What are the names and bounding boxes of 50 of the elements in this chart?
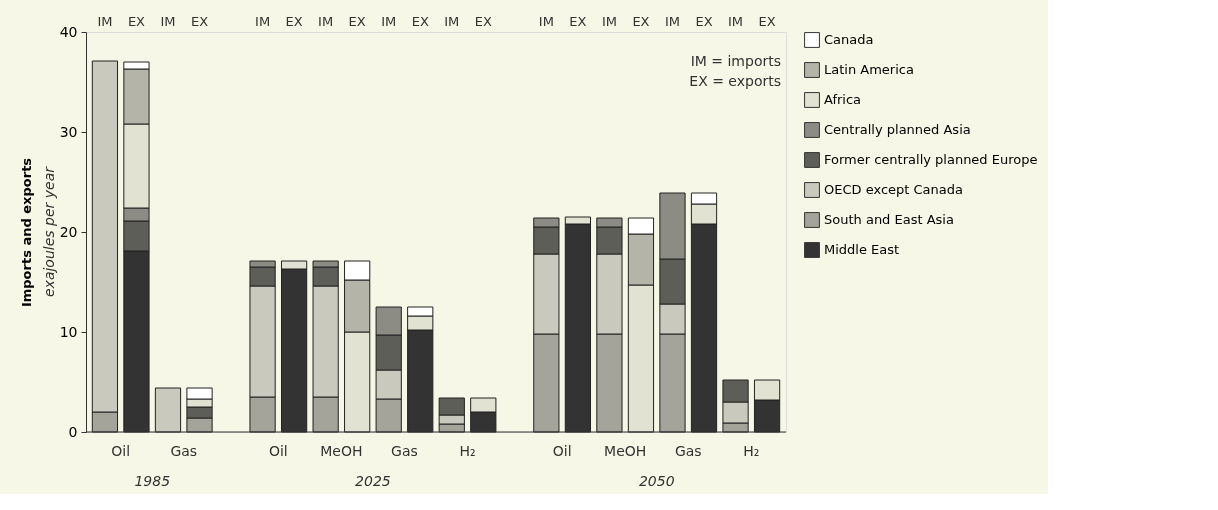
x-tick-label: EX: [632, 13, 650, 29]
legend-label: Latin America: [824, 62, 914, 77]
legend-label: OECD except Canada: [824, 182, 963, 197]
y-tick-label: 20: [59, 223, 78, 240]
legend-label: Canada: [824, 32, 874, 47]
text: Gas: [170, 443, 198, 459]
x-tick-label: IM: [538, 13, 554, 29]
y-tick-label: 0: [68, 423, 78, 440]
x-tick-label: EX: [348, 13, 366, 29]
x-tick-label: IM: [381, 13, 397, 29]
legend-label: Middle East: [824, 242, 900, 257]
text: Gas: [674, 443, 702, 459]
y-tick-label: 30: [59, 123, 78, 140]
text: Oil: [268, 443, 288, 459]
x-tick-label: IM: [728, 13, 744, 29]
text: exajoules per year: [41, 165, 57, 297]
x-tick-label: IM: [255, 13, 271, 29]
x-tick-label: EX: [695, 13, 713, 29]
x-tick-label: EX: [127, 13, 146, 29]
text: Oil: [111, 443, 131, 459]
x-tick-label: IM: [160, 13, 176, 29]
text: Oil: [552, 443, 572, 459]
legend-label: Africa: [824, 92, 862, 107]
text: 1985: [134, 473, 171, 489]
text: MeOH: [604, 443, 647, 459]
x-tick-label: EX: [285, 13, 303, 29]
x-tick-label: EX: [569, 13, 587, 29]
x-tick-label: EX: [474, 13, 492, 29]
x-tick-label: EX: [411, 13, 429, 29]
text: 2050: [638, 473, 675, 489]
x-tick-label: EX: [758, 13, 776, 29]
x-tick-label: IM: [97, 13, 113, 29]
text: H₂: [459, 443, 476, 459]
x-tick-label: IM: [318, 13, 334, 29]
y-tick-label: 10: [59, 323, 78, 340]
annotation: EX = exports: [689, 73, 781, 89]
y-tick-label: 40: [59, 23, 78, 40]
x-tick-label: IM: [601, 13, 617, 29]
legend-label: Former centrally planned Europe: [824, 152, 1038, 167]
legend-label: Centrally planned Asia: [824, 122, 971, 137]
annotation: IM = imports: [690, 53, 781, 69]
text: 2025: [355, 473, 391, 489]
y-axis-title: Imports and exports: [18, 157, 34, 308]
text: H₂: [743, 443, 760, 459]
x-tick-label: EX: [190, 13, 209, 29]
x-tick-label: IM: [664, 13, 681, 29]
x-tick-label: IM: [444, 13, 460, 29]
legend-label: South and East Asia: [824, 212, 954, 227]
text: MeOH: [320, 443, 363, 459]
text: Gas: [391, 443, 418, 459]
